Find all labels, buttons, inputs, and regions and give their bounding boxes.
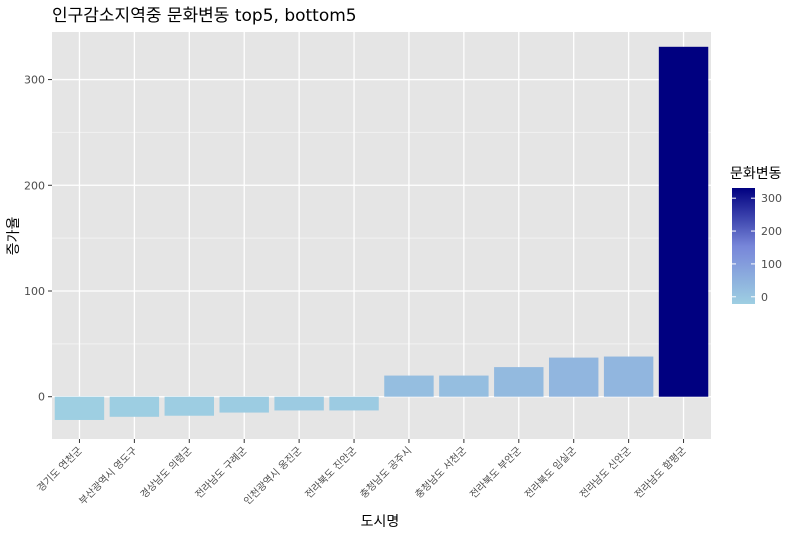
y-axis-title: 증가율 <box>6 217 22 256</box>
bar <box>494 367 544 397</box>
y-tick-label: 100 <box>24 285 45 298</box>
x-tick-label: 인천광역시 옹진군 <box>241 445 304 508</box>
bar <box>548 357 599 397</box>
plot-panel <box>52 32 711 439</box>
x-tick-label: 부산광역시 영도구 <box>77 445 140 508</box>
bar <box>54 396 105 420</box>
legend-tick-label: 300 <box>761 192 782 205</box>
legend: 문화변동 0 100 200 300 <box>730 166 782 304</box>
chart-title: 인구감소지역중 문화변동 top5, bottom5 <box>52 6 357 26</box>
bar <box>164 396 215 416</box>
y-axis: 0 100 200 300 <box>24 74 52 404</box>
x-tick-label: 전라남도 함평군 <box>632 445 688 501</box>
bar <box>274 396 324 411</box>
x-tick-label: 전라북도 부안군 <box>468 445 524 501</box>
x-tick-label: 충청남도 서천군 <box>413 445 469 501</box>
x-tick-label: 전라북도 진안군 <box>303 445 359 501</box>
bar <box>329 396 379 411</box>
x-tick-label: 전라남도 구례군 <box>193 445 249 501</box>
legend-tick-label: 0 <box>761 291 768 304</box>
y-tick-label: 200 <box>24 179 45 192</box>
bar <box>219 396 269 413</box>
x-tick-label: 전라남도 신안군 <box>577 445 633 501</box>
bar <box>658 46 709 397</box>
y-tick-label: 300 <box>24 74 45 87</box>
bars-group <box>54 46 709 420</box>
bar <box>109 396 160 417</box>
x-tick-label: 충청남도 공주시 <box>358 445 414 501</box>
x-tick-label: 전라북도 임실군 <box>522 444 579 501</box>
legend-colorbar <box>732 188 755 304</box>
bar <box>603 356 654 397</box>
x-tick-label: 경기도 연천군 <box>34 444 84 494</box>
legend-tick-label: 100 <box>761 258 782 271</box>
legend-tick-label: 200 <box>761 225 782 238</box>
x-axis-title: 도시명 <box>361 514 400 530</box>
y-tick-label: 0 <box>38 391 45 404</box>
legend-title: 문화변동 <box>730 166 782 182</box>
bar <box>439 375 489 397</box>
bar <box>384 375 434 397</box>
x-tick-label: 경상남도 의령군 <box>137 444 194 501</box>
